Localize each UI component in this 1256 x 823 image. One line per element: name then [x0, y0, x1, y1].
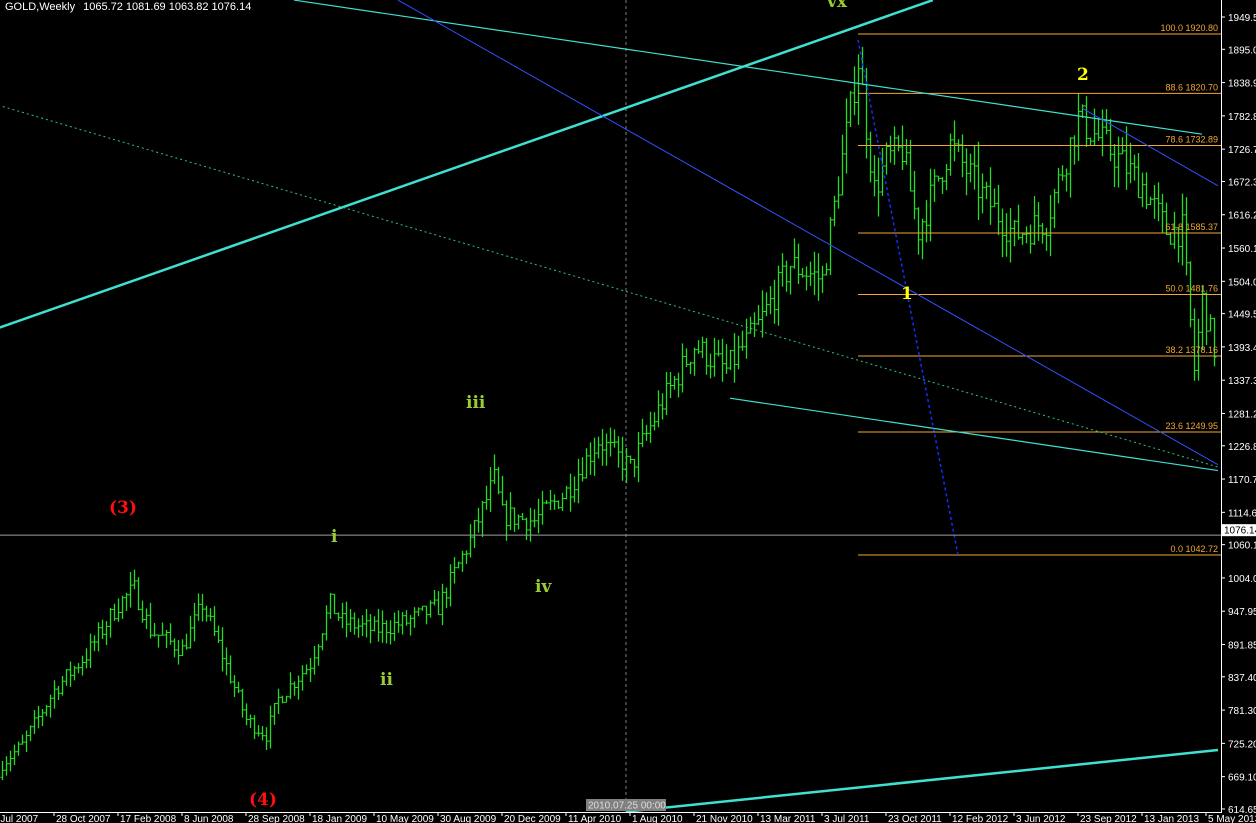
y-tick-label: 1895.05	[1228, 45, 1256, 56]
fib-level-label: 61.8 1585.37	[1165, 222, 1218, 232]
current-price-tag: 1076.14	[1222, 524, 1256, 537]
x-tick-label: 10 May 2009	[376, 814, 434, 823]
x-tick-label: 8 Jul 2007	[0, 814, 39, 823]
fibonacci-retracement[interactable]: 100.0 1920.80 88.6 1820.70 78.6 1732.89 61.…	[858, 23, 1221, 556]
y-tick-label: 1393.45	[1228, 343, 1256, 354]
y-tick-label: 1838.95	[1228, 79, 1256, 90]
x-tick-label: 23 Oct 2011	[888, 814, 942, 823]
y-tick-label: 1560.10	[1228, 244, 1256, 255]
y-tick-label: 1281.25	[1228, 409, 1256, 420]
x-tick-label: 20 Dec 2009	[504, 814, 561, 823]
y-tick-label: 837.40	[1228, 673, 1256, 684]
trendline-cyan-thick-lower[interactable]	[625, 748, 1219, 813]
trendline-cyan-thin-upper[interactable]	[293, 0, 1203, 135]
y-tick-label: 1449.55	[1228, 310, 1256, 321]
x-tick-label: 28 Oct 2007	[56, 814, 111, 823]
wave-label-3: (3)	[109, 498, 137, 518]
x-tick-label: 28 Sep 2008	[248, 814, 305, 823]
wave-labels: (3) (4) i ii iii iv vx 1 2	[109, 0, 1089, 810]
y-tick-label: 781.30	[1228, 706, 1256, 717]
fib-level-label: 100.0 1920.80	[1160, 23, 1218, 33]
fib-level-label: 0.0 1042.72	[1170, 544, 1218, 554]
x-tick-label: 21 Nov 2010	[696, 814, 753, 823]
time-axis[interactable]: 8 Jul 2007 28 Oct 2007 17 Feb 2008 8 Jun 20…	[0, 812, 1256, 823]
chart-header: GOLD,Weekly 1065.72 1081.69 1063.82 1076.…	[5, 1, 251, 13]
trendline-cyan-thick-upper[interactable]	[0, 0, 934, 329]
x-tick-label: 11 Apr 2010	[568, 814, 622, 823]
y-tick-label: 1949.50	[1228, 13, 1256, 24]
wave-label-4: (4)	[249, 790, 277, 810]
x-tick-label: 18 Jan 2009	[312, 814, 367, 823]
symbol-label: GOLD,Weekly	[5, 1, 76, 13]
y-tick-label: 1337.35	[1228, 376, 1256, 387]
x-tick-label: 17 Feb 2008	[120, 814, 177, 823]
y-tick-label: 614.65	[1228, 805, 1256, 816]
x-tick-label: 13 Jan 2013	[1144, 814, 1199, 823]
y-tick-label: 1060.15	[1228, 541, 1256, 552]
wave-label-iv: iv	[535, 577, 552, 597]
fib-level-label: 78.6 1732.89	[1165, 135, 1218, 145]
x-tick-label: 3 Jun 2012	[1016, 814, 1066, 823]
fib-level-label: 50.0 1481.76	[1165, 284, 1218, 294]
wave-label-iii: iii	[466, 393, 486, 413]
y-tick-label: 1004.05	[1228, 574, 1256, 585]
crosshair-date-label: 2010.07.25 00:00	[588, 801, 666, 812]
ohlc-values: 1065.72 1081.69 1063.82 1076.14	[83, 1, 251, 13]
x-tick-label: 8 Jun 2008	[184, 814, 234, 823]
wave-label-2: 2	[1077, 65, 1089, 85]
fib-level-label: 23.6 1249.95	[1165, 421, 1218, 431]
x-tick-label: 30 Aug 2009	[440, 814, 497, 823]
y-tick-label: 1226.80	[1228, 442, 1256, 453]
current-price-label: 1076.14	[1224, 526, 1256, 537]
x-tick-label: 23 Sep 2012	[1080, 814, 1137, 823]
trendline-blue-channel[interactable]	[397, 0, 1219, 466]
wave-label-i: i	[331, 527, 338, 547]
y-tick-label: 669.10	[1228, 773, 1256, 784]
x-tick-label: 1 Aug 2010	[632, 814, 683, 823]
trendlines[interactable]	[0, 0, 1219, 813]
y-tick-label: 1114.60	[1228, 508, 1256, 519]
y-tick-label: 891.85	[1228, 641, 1256, 652]
y-tick-label: 1170.70	[1228, 475, 1256, 486]
x-tick-label: 3 Jul 2011	[824, 814, 870, 823]
trendline-cyan-thin-lower[interactable]	[729, 397, 1219, 472]
x-tick-label: 13 Mar 2011	[760, 814, 816, 823]
ohlc-bars	[0, 46, 1217, 781]
wave-label-1: 1	[901, 284, 913, 304]
y-tick-label: 1616.20	[1228, 211, 1256, 222]
y-tick-label: 725.20	[1228, 739, 1256, 750]
y-tick-label: 1782.85	[1228, 112, 1256, 123]
trendline-blue-short[interactable]	[1081, 107, 1219, 187]
fib-level-label: 38.2 1378.16	[1165, 345, 1218, 355]
crosshair-date-tag: 2010.07.25 00:00	[586, 799, 666, 812]
trendline-green-dotted[interactable]	[0, 105, 1219, 468]
wave-label-vx: vx	[826, 0, 848, 12]
y-tick-label: 1672.30	[1228, 177, 1256, 188]
y-tick-label: 947.95	[1228, 607, 1256, 618]
fib-level-label: 88.6 1820.70	[1165, 82, 1218, 92]
y-tick-label: 1726.75	[1228, 145, 1256, 156]
wave-label-ii: ii	[380, 670, 393, 690]
price-axis[interactable]: 1949.50 1895.05 1838.95 1782.85 1726.75 1672.…	[1221, 0, 1256, 816]
x-tick-label: 5 May 2013	[1208, 814, 1256, 823]
x-tick-label: 12 Feb 2012	[952, 814, 1009, 823]
y-tick-label: 1504.00	[1228, 277, 1256, 288]
